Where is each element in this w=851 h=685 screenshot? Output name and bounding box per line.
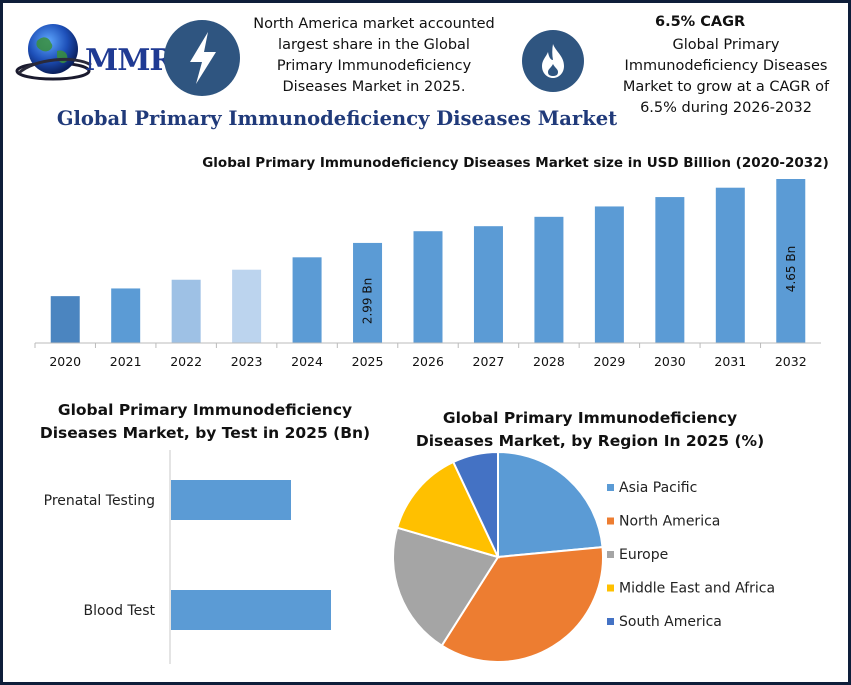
pie-slice-north-america [440, 546, 604, 663]
logo-text: MMR [85, 43, 174, 78]
cagr-heading: 6.5% CAGR [655, 14, 746, 30]
x-tick-label: 2024 [291, 354, 323, 369]
x-tick-label: 2030 [654, 354, 686, 369]
x-tick-label: 2028 [533, 354, 565, 369]
x-tick-label: 2023 [231, 354, 263, 369]
test-chart-title-line: Global Primary Immunodeficiency [57, 401, 353, 419]
bar-group: 2020 2021 2022 2023 2024 2025 2.99 Bn 2026 2027 2… [34, 179, 807, 369]
legend-label: Middle East and Africa [619, 581, 775, 597]
pie-slice-south-america [451, 450, 499, 558]
y-tick-label: Blood Test [83, 603, 155, 619]
legend-swatch [607, 584, 614, 592]
bar-2021 [111, 288, 141, 343]
bar-prenatal-testing [171, 480, 291, 520]
x-tick-label: 2022 [170, 354, 202, 369]
pie-slice-middle-east-and-africa [395, 460, 500, 559]
region-chart-title: Global Primary Immunodeficiency Diseases… [411, 407, 769, 453]
cagr-line: Market to grow at a CAGR of [622, 79, 830, 95]
bar-data-label: 2.99 Bn [361, 278, 375, 324]
legend-swatch [607, 484, 614, 491]
bar-2022 [171, 279, 201, 343]
pie-slice-europe [392, 526, 500, 648]
cagr-text: Global Primary Immunodeficiency Diseases… [615, 35, 837, 119]
bar-chart-title: Global Primary Immunodeficiency Diseases… [202, 155, 829, 171]
test-bar-chart: Prenatal Testing Blood Test [44, 450, 331, 664]
flame-icon [522, 30, 584, 92]
bar-blood-test [171, 590, 331, 630]
bar-2031 [715, 187, 745, 343]
legend-label: South America [619, 614, 722, 630]
x-tick-label: 2020 [49, 354, 81, 369]
bar-2026 [413, 231, 443, 343]
highlight-left-line: North America market accounted [253, 16, 495, 32]
pie-slice-asia-pacific [497, 450, 604, 559]
y-tick-label: Prenatal Testing [44, 493, 155, 509]
x-tick-label: 2027 [473, 354, 505, 369]
legend-label: North America [619, 514, 720, 530]
bar-2030 [655, 197, 685, 343]
globe-logo-icon [15, 24, 92, 81]
region-pie-chart: Asia Pacific North America Europe Middle Ea… [392, 450, 775, 663]
bar-2028 [534, 216, 564, 343]
x-tick-label: 2026 [412, 354, 444, 369]
legend-label: Asia Pacific [619, 480, 697, 496]
x-tick-label: 2025 [352, 354, 384, 369]
legend-swatch [607, 517, 614, 525]
bar-2023 [232, 269, 262, 343]
cagr-line: 6.5% during 2026-2032 [640, 100, 812, 116]
cagr-line: Immunodeficiency Diseases [624, 58, 828, 74]
bar-2024 [292, 257, 322, 343]
bar-2020 [50, 296, 80, 343]
region-chart-title-line: Global Primary Immunodeficiency [442, 409, 738, 427]
main-title: Global Primary Immunodeficiency Diseases… [56, 107, 618, 130]
test-chart-title: Global Primary Immunodeficiency Diseases… [35, 399, 375, 445]
bar-2032 [776, 179, 806, 343]
x-tick-label: 2032 [775, 354, 807, 369]
region-chart-title-line: Diseases Market, by Region In 2025 (%) [415, 432, 765, 450]
highlight-left-line: Diseases Market in 2025. [282, 79, 466, 95]
x-tick-label: 2021 [110, 354, 142, 369]
market-size-bar-chart: 2020 2021 2022 2023 2024 2025 2.99 Bn 2026 2027 2… [34, 179, 821, 369]
bar-2029 [594, 206, 624, 343]
bar-2025 [353, 242, 383, 343]
legend-label: Europe [619, 547, 668, 563]
test-chart-title-line: Diseases Market, by Test in 2025 (Bn) [39, 424, 371, 442]
x-tick-label: 2031 [714, 354, 746, 369]
lightning-bolt-icon [164, 20, 240, 96]
bar-data-label: 4.65 Bn [784, 246, 798, 292]
legend-swatch [607, 618, 614, 625]
cagr-line: Global Primary [672, 37, 780, 53]
highlight-left-line: Primary Immunodeficiency [276, 58, 472, 74]
x-tick-label: 2029 [593, 354, 625, 369]
highlight-left-text: North America market accounted largest s… [243, 14, 505, 98]
bar-2027 [473, 226, 503, 343]
highlight-left-line: largest share in the Global [278, 37, 470, 53]
legend-swatch [607, 551, 614, 558]
